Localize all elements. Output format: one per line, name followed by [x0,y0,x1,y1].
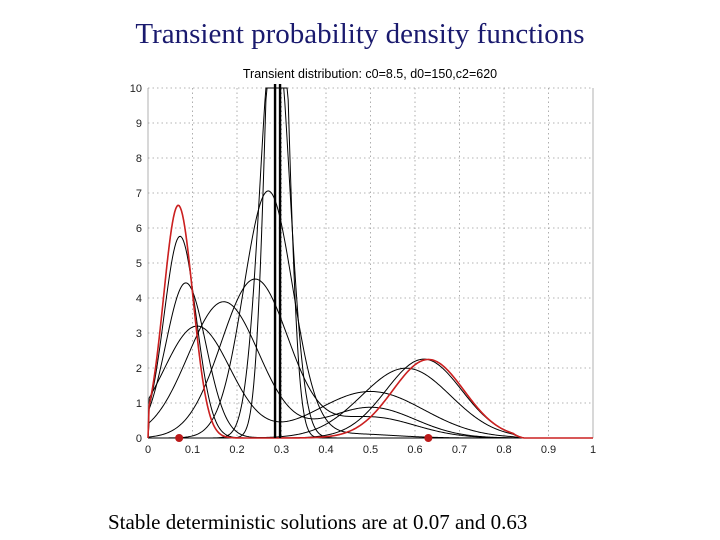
density-curve [147,325,593,439]
x-tick-label: 0.3 [274,444,289,456]
x-tick-label: 0.5 [363,444,378,456]
stationary-density-curve [147,204,593,439]
y-tick-label: 3 [136,328,142,340]
y-tick-label: 5 [136,258,142,270]
x-tick-label: 0.9 [541,444,556,456]
x-tick-label: 0.8 [496,444,511,456]
markers [175,84,433,442]
slide-caption: Stable deterministic solutions are at 0.… [108,510,528,534]
x-tick-label: 0.7 [452,444,467,456]
y-tick-label: 6 [136,223,142,235]
y-tick-label: 2 [136,363,142,375]
stable-point [424,434,433,442]
x-tick-label: 0.1 [185,444,200,456]
density-curves [147,87,593,439]
x-tick-label: 0.2 [229,444,244,456]
density-chart: Transient distribution: c0=8.5, d0=150,c… [130,67,596,456]
x-tick-label: 0.6 [407,444,422,456]
y-tick-label: 8 [136,153,142,165]
y-tick-label: 7 [136,188,142,200]
x-tick-label: 0.4 [318,444,333,456]
y-tick-label: 4 [136,293,142,305]
slide-title: Transient probability density functions [135,18,585,50]
y-tick-label: 1 [136,398,142,410]
chart-title: Transient distribution: c0=8.5, d0=150,c… [243,67,497,81]
y-tick-label: 10 [130,83,142,95]
y-tick-label: 9 [136,118,142,130]
x-tick-label: 1 [590,444,596,456]
x-tick-label: 0 [145,444,151,456]
stable-point [175,434,184,442]
y-tick-label: 0 [136,433,142,445]
grid [147,87,594,439]
tick-labels: 0 0.1 0.2 0.3 0.4 0.5 0.6 0.7 0.8 0.9 101234567891… [130,83,596,456]
